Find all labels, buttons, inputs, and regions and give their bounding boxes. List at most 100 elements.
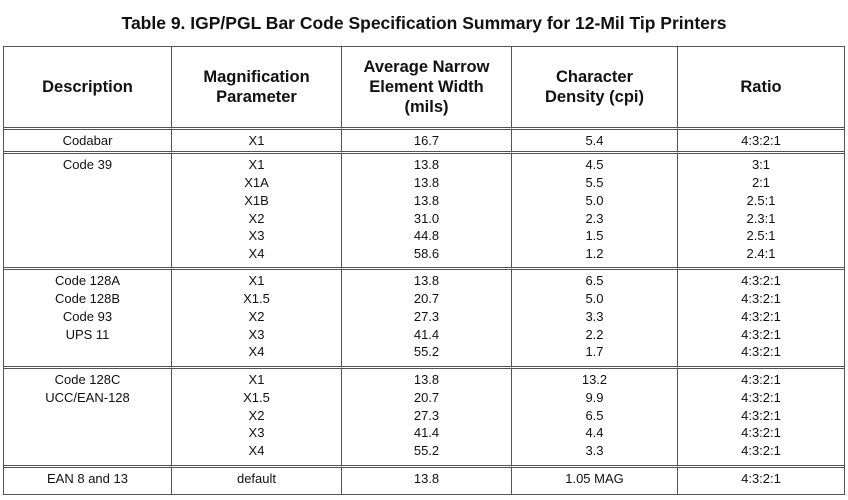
header-magnification: Magnification Parameter — [172, 47, 342, 130]
cell-line: 4:3:2:1 — [741, 344, 781, 360]
cell-line: 4:3:2:1 — [741, 371, 781, 387]
cell-line: X1 — [248, 157, 265, 173]
cell-line: 31.0 — [413, 210, 440, 226]
cell-line: 13.2 — [581, 371, 608, 387]
table-row: Code 128A Code 128B Code 93 UPS 11 X1 X1.5 X2 X… — [4, 270, 844, 369]
cell-magnification: X1 — [172, 130, 342, 155]
cell-line: X2 — [248, 210, 265, 226]
cell-line: 55.2 — [413, 344, 440, 360]
cell-width: 13.8 20.7 27.3 41.4 55.2 — [342, 270, 512, 369]
table-row: Code 39 X1 X1A X1B X2 X3 X4 13.8 13.8 13.8 31.0 44.… — [4, 154, 844, 271]
cell-line: X1 — [248, 371, 265, 387]
cell-line: 4:3:2:1 — [741, 443, 781, 459]
cell-line: 5.0 — [585, 192, 604, 208]
cell-line: default — [236, 470, 277, 486]
cell-line: 58.6 — [413, 246, 440, 262]
cell-line: 1.05 MAG — [565, 470, 624, 486]
cell-line: 3.3 — [585, 443, 604, 459]
table-body: Codabar X1 16.7 5.4 4:3:2:1 Code 39 X1 X1A X1B X2… — [4, 130, 844, 494]
cell-width: 13.8 — [342, 467, 512, 494]
cell-line: X2 — [248, 407, 265, 423]
cell-line: 16.7 — [413, 133, 440, 148]
cell-width: 13.8 13.8 13.8 31.0 44.8 58.6 — [342, 154, 512, 271]
cell-width: 16.7 — [342, 130, 512, 155]
cell-line: 6.5 — [585, 273, 604, 289]
cell-ratio: 4:3:2:1 4:3:2:1 4:3:2:1 4:3:2:1 4:3:2:1 — [678, 369, 844, 468]
cell-line: X1B — [244, 192, 269, 208]
cell-line: 5.4 — [585, 133, 604, 148]
cell-description: EAN 8 and 13 — [4, 467, 172, 494]
cell-line: 13.8 — [413, 273, 440, 289]
cell-magnification: default — [172, 467, 342, 494]
cell-ratio: 4:3:2:1 4:3:2:1 4:3:2:1 4:3:2:1 4:3:2:1 — [678, 270, 844, 369]
header-width-line: (mils) — [404, 98, 449, 116]
cell-density: 5.4 — [512, 130, 678, 155]
cell-line: EAN 8 and 13 — [47, 470, 128, 486]
cell-line: 2.2 — [585, 326, 604, 342]
cell-line: 4:3:2:1 — [741, 407, 781, 423]
cell-line: 1.2 — [585, 246, 604, 262]
header-ratio: Ratio — [678, 47, 844, 130]
cell-density: 1.05 MAG — [512, 467, 678, 494]
cell-line: 41.4 — [413, 425, 440, 441]
cell-line: 4:3:2:1 — [741, 290, 781, 306]
cell-ratio: 3:1 2:1 2.5:1 2.3:1 2.5:1 2.4:1 — [678, 154, 844, 271]
cell-line: 4:3:2:1 — [741, 133, 781, 148]
cell-line: X4 — [248, 443, 265, 459]
cell-line: 2.3 — [585, 210, 604, 226]
cell-ratio: 4:3:2:1 — [678, 468, 844, 494]
cell-line: X1A — [244, 174, 269, 190]
cell-line: 13.8 — [413, 192, 440, 208]
table-row: EAN 8 and 13 default 13.8 1.05 MAG 4:3:2:1 — [4, 467, 844, 494]
cell-line: 4:3:2:1 — [741, 389, 781, 405]
cell-line: 20.7 — [413, 290, 440, 306]
header-magnification-line: Parameter — [216, 88, 297, 106]
header-density-line: Character — [555, 68, 634, 86]
cell-line: 6.5 — [585, 407, 604, 423]
header-row: Description Magnification Parameter Aver… — [4, 47, 844, 130]
cell-line: 13.8 — [413, 174, 440, 190]
cell-ratio: 4:3:2:1 — [678, 130, 844, 155]
cell-description: Code 128C UCC/EAN-128 — [4, 368, 172, 468]
cell-line: 1.5 — [585, 228, 604, 244]
cell-line: X1 — [248, 273, 265, 289]
header-width-line: Average Narrow — [363, 58, 490, 76]
header-density: Character Density (cpi) — [512, 47, 678, 130]
cell-line: 2.4:1 — [746, 246, 776, 262]
cell-line: X4 — [248, 246, 265, 262]
cell-line: 4:3:2:1 — [741, 308, 781, 324]
cell-line: 2.5:1 — [746, 228, 776, 244]
cell-line: 2:1 — [751, 174, 771, 190]
table-title: Table 9. IGP/PGL Bar Code Specification … — [121, 13, 727, 33]
cell-density: 4.5 5.5 5.0 2.3 1.5 1.2 — [512, 154, 678, 271]
table-row: Codabar X1 16.7 5.4 4:3:2:1 — [4, 130, 844, 155]
cell-line: 13.8 — [413, 157, 440, 173]
cell-line: 1.7 — [585, 344, 604, 360]
cell-line: 44.8 — [413, 228, 440, 244]
cell-line: Code 128C — [54, 371, 121, 387]
cell-line: 4:3:2:1 — [741, 425, 781, 441]
cell-line: X3 — [248, 228, 265, 244]
cell-line: Codabar — [62, 133, 113, 148]
cell-description: Code 39 — [4, 154, 172, 271]
cell-line: X1 — [248, 133, 265, 148]
cell-magnification: X1 X1A X1B X2 X3 X4 — [172, 154, 342, 271]
cell-line: Code 39 — [62, 157, 113, 173]
cell-line: X2 — [248, 308, 265, 324]
cell-line: 55.2 — [413, 443, 440, 459]
header-ratio-text: Ratio — [740, 78, 782, 96]
cell-line: 4.4 — [585, 425, 604, 441]
cell-line: 2.5:1 — [746, 192, 776, 208]
cell-line: Code 93 — [62, 308, 113, 324]
header-width-line: Element Width — [369, 78, 484, 96]
cell-line: 5.0 — [585, 290, 604, 306]
cell-line: 20.7 — [413, 389, 440, 405]
cell-line: 4:3:2:1 — [741, 470, 781, 486]
cell-density: 13.2 9.9 6.5 4.4 3.3 — [512, 368, 678, 468]
cell-line: 3.3 — [585, 308, 604, 324]
cell-line: 27.3 — [413, 308, 440, 324]
cell-line: 13.8 — [413, 470, 440, 486]
header-description: Description — [4, 47, 172, 130]
cell-line: 27.3 — [413, 407, 440, 423]
